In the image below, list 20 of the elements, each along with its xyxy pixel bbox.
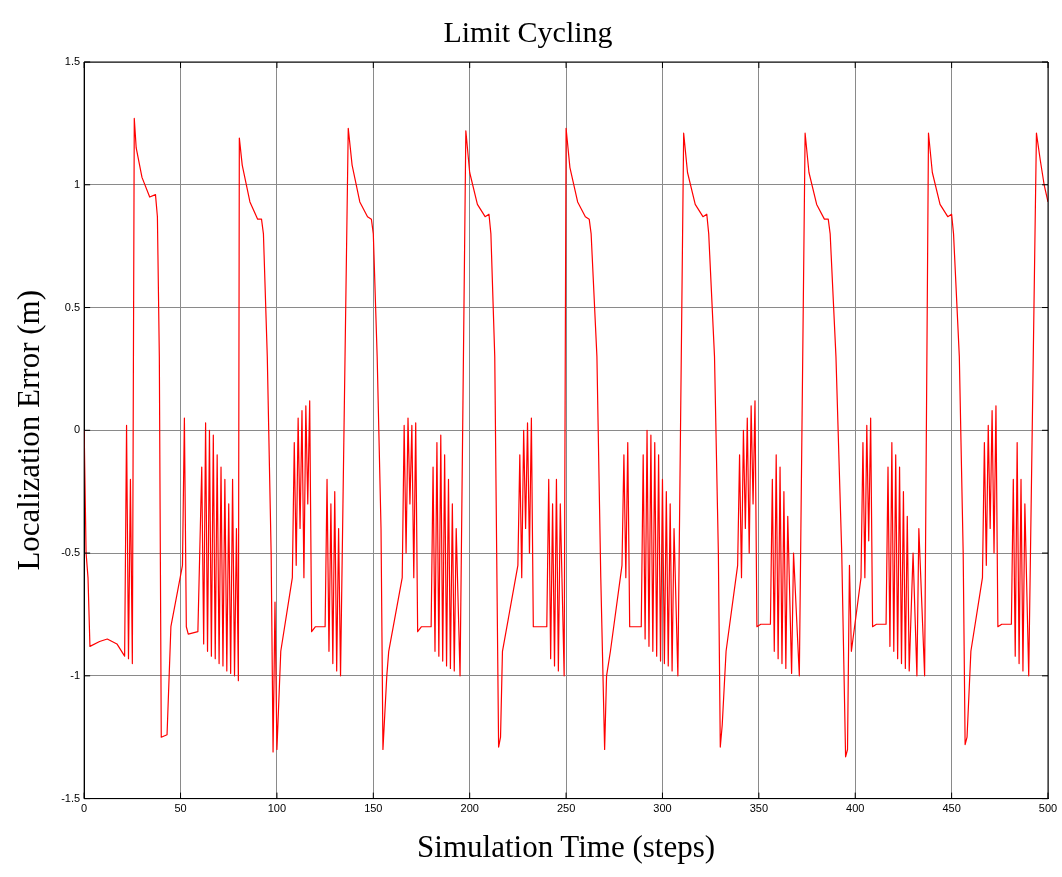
y-tick-label: 0 <box>74 423 81 436</box>
y-tick-label: 0.5 <box>64 300 81 313</box>
y-tick-label: 1 <box>74 177 81 190</box>
y-tick-label: 1.5 <box>64 55 81 68</box>
x-tick-label: 250 <box>556 802 576 815</box>
x-tick-label: 350 <box>749 802 769 815</box>
chart-title: Limit Cycling <box>443 14 613 48</box>
x-tick-label: 500 <box>1038 802 1058 815</box>
y-tick-label: -1.5 <box>61 791 81 804</box>
x-tick-label: 450 <box>942 802 961 815</box>
y-axis-title: Localization Error (m) <box>10 290 46 571</box>
x-tick-label: 200 <box>460 802 479 815</box>
x-axis-title: Simulation Time (steps) <box>417 828 716 864</box>
x-tick-label: 300 <box>653 802 672 815</box>
x-tick-label: 400 <box>846 802 865 815</box>
y-tick-label: -0.5 <box>61 546 81 559</box>
x-tick-label: 150 <box>364 802 383 815</box>
y-tick-label: -1 <box>70 668 81 681</box>
x-tick-label: 50 <box>174 802 187 815</box>
x-tick-label: 100 <box>267 802 287 815</box>
